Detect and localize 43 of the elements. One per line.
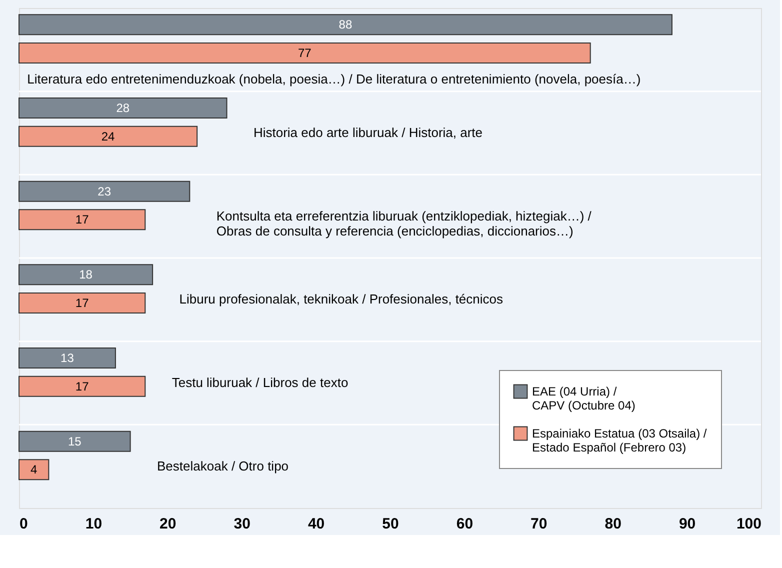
x-tick-label: 80 <box>604 516 622 532</box>
x-tick-label: 60 <box>456 516 474 532</box>
data-label: 17 <box>75 212 90 227</box>
bar <box>18 264 154 286</box>
y-tick-label: Literatura edo entretenimenduzkoak (nobela, poesia…) / De literatura o entretenimiento (novela, poesía…) <box>27 72 641 87</box>
data-label: 17 <box>75 296 90 310</box>
bar <box>18 348 116 368</box>
data-label: 15 <box>68 434 82 448</box>
data-label: 18 <box>79 268 93 282</box>
data-label: 28 <box>116 101 130 115</box>
x-tick-label: 30 <box>234 516 250 532</box>
bar <box>18 376 146 397</box>
legend-label: Espainiako Estatua (03 Otsaila) / Estado Español (Febrero 03) <box>532 426 708 454</box>
bar <box>18 126 198 147</box>
data-label: 13 <box>60 351 74 365</box>
x-tick-label: 20 <box>160 516 176 532</box>
y-tick-label: Liburu profesionalak, teknikoak / Profesionales, técnicos <box>179 292 504 307</box>
data-label: 23 <box>98 184 112 198</box>
y-tick-label: Bestelakoak / Otro tipo <box>157 458 289 474</box>
bar <box>18 209 146 230</box>
data-label: 24 <box>101 129 116 144</box>
x-tick-label: 40 <box>308 516 325 532</box>
x-tick-label: 100 <box>736 516 762 532</box>
y-tick-label: Testu liburuak / Libros de texto <box>172 375 348 390</box>
bar <box>18 98 228 118</box>
x-tick-label: 10 <box>85 516 102 532</box>
data-label: 77 <box>298 46 312 60</box>
bar <box>18 180 190 202</box>
data-label: 17 <box>75 379 90 394</box>
data-label: 88 <box>338 18 352 32</box>
y-tick-label: Kontsulta eta erreferentzia liburuak (entziklopediak, hiztegiak…) / Obras de consulta y referencia (enciclopedias, diccionarios…) <box>216 208 592 238</box>
bar <box>18 459 50 480</box>
y-tick-label: Historia edo arte liburuak / Historia, arte <box>253 125 483 140</box>
x-tick-label: 90 <box>678 516 696 532</box>
bar <box>18 42 591 64</box>
legend-label: EAE (04 Urria) / CAPV (Octubre 04) <box>532 384 636 412</box>
bar <box>18 430 131 452</box>
bar <box>18 14 672 36</box>
x-tick-label: 50 <box>382 516 399 532</box>
x-tick-label: 70 <box>530 516 548 532</box>
x-tick-label: 0 <box>20 516 28 532</box>
data-label: 4 <box>30 462 38 477</box>
bar <box>18 292 146 314</box>
